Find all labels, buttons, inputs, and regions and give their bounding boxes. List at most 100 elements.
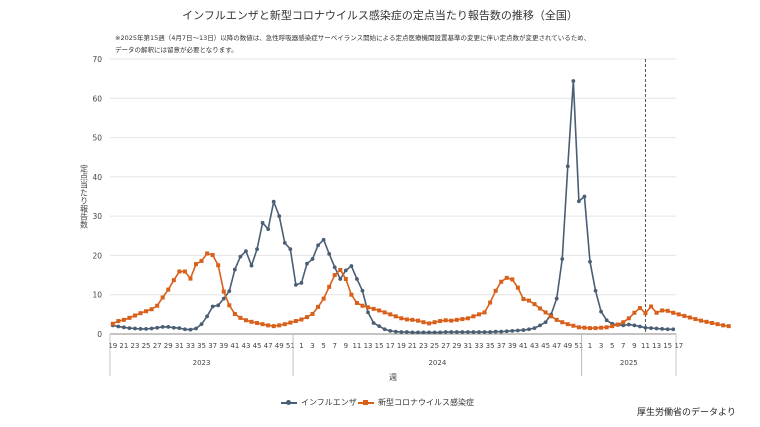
data-point (349, 292, 354, 297)
data-point (643, 325, 648, 330)
data-point (354, 300, 359, 305)
data-point (504, 275, 509, 280)
data-point (532, 326, 537, 331)
data-point (477, 330, 481, 334)
x-tick-label: 43 (530, 342, 539, 350)
data-point (382, 327, 387, 332)
chart-note-line-2: データの解釈には留意が必要となります。 (115, 46, 238, 54)
data-point (560, 320, 565, 325)
data-point (138, 311, 143, 316)
legend-flu-label: インフルエンザ (301, 398, 357, 407)
data-point (576, 325, 581, 330)
data-point (466, 330, 470, 334)
data-point (582, 194, 587, 199)
data-source-credit: 厚生労働省のデータより (637, 408, 736, 418)
data-point (454, 317, 459, 322)
data-point (149, 326, 154, 331)
data-point (316, 304, 321, 309)
data-point (255, 247, 259, 252)
data-point (521, 328, 526, 332)
x-tick-label: 25 (142, 342, 151, 350)
data-point (488, 330, 493, 334)
data-point (526, 298, 531, 303)
data-point (715, 322, 720, 327)
legend-item-covid[interactable]: 新型コロナウイルス感染症 (358, 397, 474, 408)
x-tick-label: 1 (588, 342, 592, 350)
x-tick-label: 5 (321, 342, 325, 350)
legend-item-flu[interactable]: インフルエンザ (281, 397, 357, 408)
data-point (216, 263, 221, 268)
data-point (210, 253, 215, 258)
x-tick-label: 47 (552, 342, 561, 350)
y-tick-label: 0 (97, 330, 102, 339)
data-point (587, 326, 592, 331)
data-point (499, 279, 504, 284)
year-label: 2025 (620, 359, 638, 367)
data-point (515, 285, 520, 290)
x-tick-label: 9 (344, 342, 348, 350)
data-point (449, 318, 454, 323)
data-point (604, 325, 609, 330)
y-tick-label: 30 (92, 212, 102, 221)
data-point (438, 319, 443, 324)
data-point (216, 303, 221, 308)
data-point (676, 312, 681, 317)
data-point (121, 317, 126, 322)
data-point (615, 322, 620, 327)
data-point (171, 278, 176, 283)
data-point (543, 320, 548, 325)
data-point (338, 277, 343, 281)
data-point (343, 268, 348, 273)
x-tick-label: 7 (333, 342, 337, 350)
data-point (488, 300, 493, 305)
data-point (410, 330, 415, 335)
x-tick-label: 43 (241, 342, 250, 350)
data-point (432, 330, 437, 335)
data-point (393, 314, 398, 319)
data-point (626, 316, 631, 321)
y-tick-label: 50 (92, 134, 102, 143)
data-point (593, 288, 598, 293)
data-point (238, 254, 243, 259)
legend-flu-swatch (281, 399, 297, 407)
data-point (399, 316, 404, 321)
data-point (271, 324, 276, 329)
data-point (410, 317, 415, 322)
data-point (343, 277, 348, 281)
x-tick-label: 29 (164, 342, 173, 350)
y-axis-title: 定点当たり報告数 (80, 164, 89, 230)
data-point (504, 329, 509, 334)
data-point (671, 310, 676, 315)
data-point (538, 323, 542, 328)
data-point (599, 309, 603, 314)
data-point (321, 237, 326, 242)
data-point (565, 322, 570, 327)
data-point (371, 321, 376, 325)
x-tick-label: 19 (397, 342, 406, 350)
x-tick-label: 35 (197, 342, 206, 350)
series-line (112, 252, 729, 329)
x-tick-label: 17 (386, 342, 395, 350)
data-point (244, 249, 248, 254)
data-point (116, 319, 121, 324)
data-point (144, 326, 148, 331)
data-point (399, 330, 404, 334)
x-tick-label: 1 (299, 342, 303, 350)
data-point (366, 305, 371, 310)
data-point (443, 318, 448, 323)
legend-covid-label: 新型コロナウイルス感染症 (378, 398, 474, 407)
data-point (593, 326, 598, 331)
data-point (166, 325, 171, 329)
data-point (188, 327, 193, 332)
data-point (726, 324, 731, 329)
y-tick-label: 10 (92, 291, 102, 300)
data-point (360, 288, 365, 293)
data-point (393, 329, 398, 334)
data-point (482, 330, 487, 334)
data-point (349, 264, 354, 268)
x-tick-label: 25 (430, 342, 439, 350)
y-tick-label: 60 (92, 94, 102, 103)
data-point (327, 251, 332, 256)
data-point (471, 314, 476, 319)
